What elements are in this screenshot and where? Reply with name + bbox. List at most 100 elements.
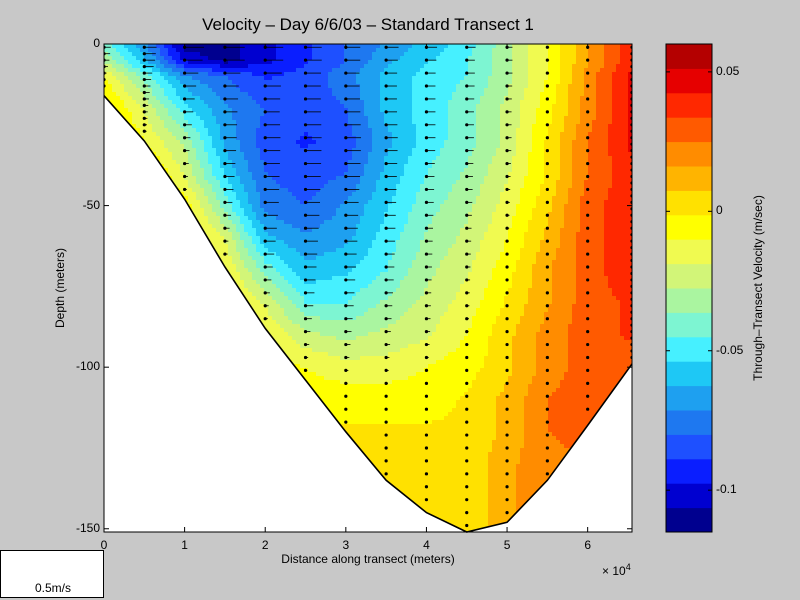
contour-cell [240, 68, 245, 73]
contour-cell [568, 128, 573, 133]
contour-cell [264, 76, 269, 81]
contour-cell [424, 80, 429, 85]
contour-cell [276, 96, 281, 101]
contour-cell [516, 156, 521, 161]
contour-cell [420, 128, 425, 133]
contour-cell [420, 120, 425, 125]
contour-cell [504, 168, 509, 173]
contour-cell [272, 128, 277, 133]
contour-cell [328, 104, 333, 109]
contour-cell [204, 120, 209, 125]
contour-cell [300, 72, 305, 77]
contour-cell [280, 64, 285, 69]
contour-cell [444, 116, 449, 121]
contour-cell [328, 184, 333, 189]
contour-cell [364, 72, 369, 77]
contour-cell [188, 80, 193, 85]
contour-cell [436, 120, 441, 125]
contour-cell [264, 100, 269, 105]
contour-cell [236, 104, 241, 109]
contour-cell [192, 68, 197, 73]
contour-cell [548, 144, 553, 149]
contour-cell [592, 128, 597, 133]
contour-cell [424, 140, 429, 145]
contour-cell [576, 152, 581, 157]
contour-cell [348, 140, 353, 145]
contour-cell [172, 124, 177, 129]
contour-cell [240, 164, 245, 169]
contour-cell [392, 124, 397, 129]
contour-cell [408, 92, 413, 97]
contour-cell [372, 152, 377, 157]
contour-cell [596, 56, 601, 61]
contour-cell [412, 48, 417, 53]
contour-cell [420, 192, 425, 197]
contour-cell [524, 100, 529, 105]
contour-cell [604, 160, 609, 165]
contour-cell [364, 180, 369, 185]
contour-cell [404, 60, 409, 65]
contour-cell [548, 120, 553, 125]
contour-cell [296, 76, 301, 81]
contour-cell [392, 56, 397, 61]
contour-cell [372, 104, 377, 109]
contour-cell [296, 92, 301, 97]
contour-cell [272, 132, 277, 137]
contour-cell [312, 116, 317, 121]
contour-cell [440, 144, 445, 149]
contour-cell [292, 108, 297, 113]
contour-cell [496, 44, 501, 49]
contour-cell [516, 192, 521, 197]
contour-cell [108, 80, 113, 85]
contour-cell [388, 140, 393, 145]
contour-cell [364, 184, 369, 189]
contour-cell [456, 144, 461, 149]
contour-cell [352, 160, 357, 165]
contour-cell [560, 152, 565, 157]
contour-cell [372, 192, 377, 197]
contour-cell [568, 148, 573, 153]
contour-cell [284, 84, 289, 89]
contour-cell [316, 128, 321, 133]
contour-cell [616, 136, 621, 141]
contour-cell [488, 84, 493, 89]
contour-cell [224, 132, 229, 137]
contour-cell [280, 184, 285, 189]
contour-cell [292, 112, 297, 117]
contour-cell [420, 80, 425, 85]
contour-cell [612, 128, 617, 133]
contour-cell [392, 92, 397, 97]
contour-cell [336, 176, 341, 181]
contour-cell [180, 108, 185, 113]
contour-cell [288, 144, 293, 149]
contour-cell [268, 68, 273, 73]
contour-cell [128, 116, 133, 121]
contour-cell [360, 104, 365, 109]
contour-cell [252, 44, 257, 49]
contour-cell [488, 156, 493, 161]
contour-cell [500, 136, 505, 141]
contour-cell [368, 168, 373, 173]
contour-cell [564, 144, 569, 149]
contour-cell [252, 132, 257, 137]
contour-cell [292, 92, 297, 97]
contour-cell [496, 128, 501, 133]
contour-cell [508, 96, 513, 101]
contour-cell [220, 112, 225, 117]
contour-cell [424, 60, 429, 65]
contour-cell [540, 176, 545, 181]
contour-cell [544, 76, 549, 81]
contour-cell [272, 64, 277, 69]
contour-cell [448, 60, 453, 65]
contour-cell [212, 192, 217, 197]
contour-cell [324, 104, 329, 109]
contour-cell [224, 100, 229, 105]
contour-cell [448, 92, 453, 97]
contour-cell [340, 116, 345, 121]
contour-cell [400, 176, 405, 181]
contour-cell [604, 148, 609, 153]
contour-cell [584, 64, 589, 69]
contour-cell [220, 148, 225, 153]
contour-cell [248, 192, 253, 197]
contour-cell [276, 132, 281, 137]
